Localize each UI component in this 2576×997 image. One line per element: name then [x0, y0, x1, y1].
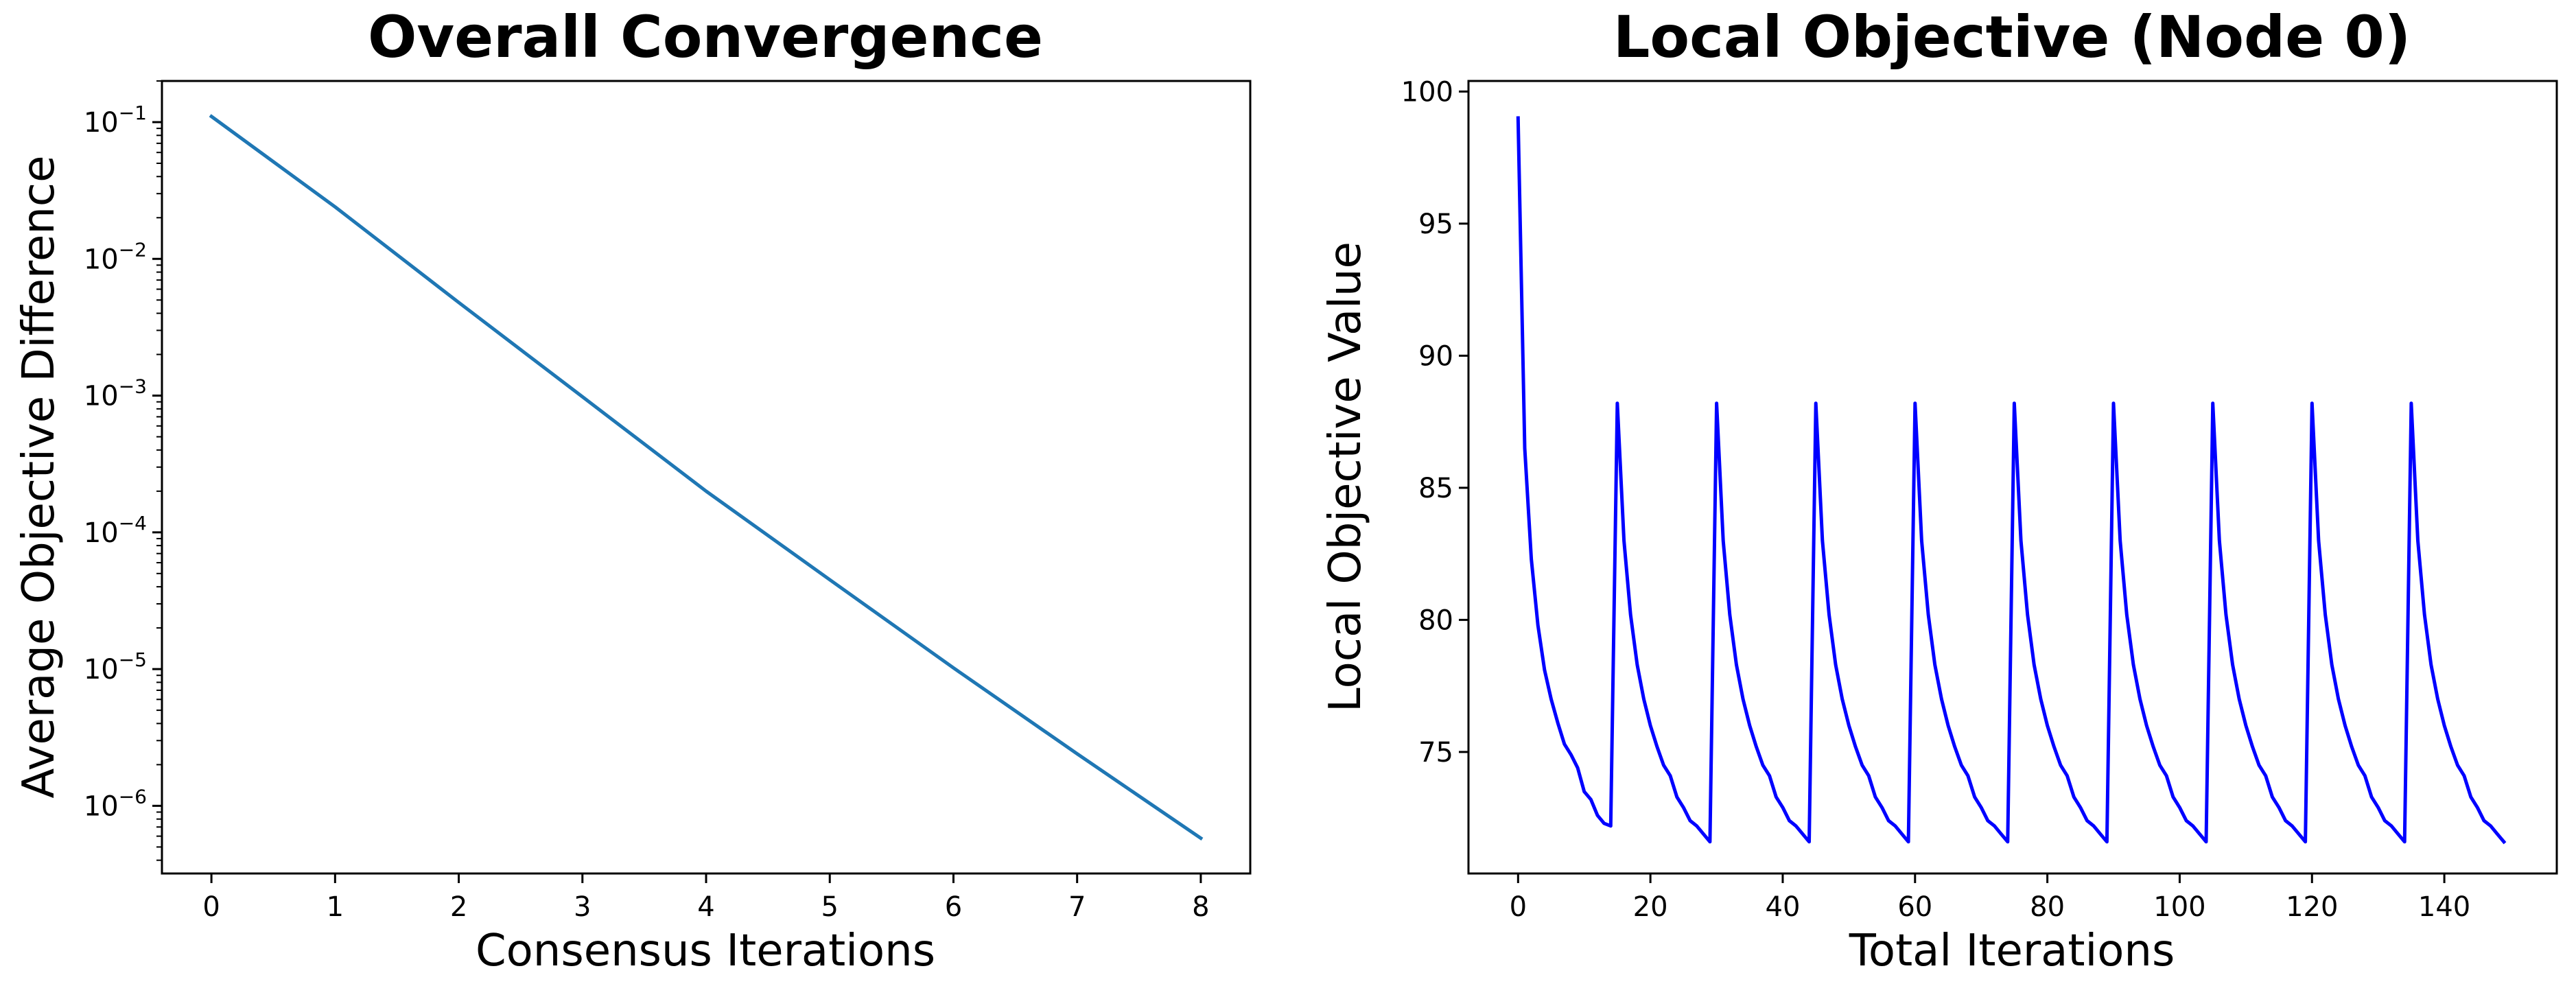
y-tick-label: 95	[1418, 209, 1453, 240]
x-tick-label: 140	[2418, 891, 2470, 923]
series-line	[1516, 116, 2507, 845]
chart-overall-convergence: Overall Convergence 0 1 2 3 4 5 6 7 8 10−6 10−5 10−…	[14, 3, 1252, 976]
x-tick-label: 2	[450, 891, 467, 923]
y-tick-label: 10−5	[84, 648, 147, 685]
y-tick-label: 90	[1418, 340, 1453, 372]
x-tick-label: 60	[1897, 891, 1932, 923]
plot-frame	[161, 80, 1252, 875]
x-tick-label: 5	[821, 891, 839, 923]
x-tick-label: 20	[1633, 891, 1668, 923]
x-tick-label: 1	[327, 891, 344, 923]
y-tick-label: 10−4	[84, 512, 147, 549]
x-tick-label: 100	[2153, 891, 2205, 923]
y-tick-label: 10−3	[84, 375, 147, 412]
y-tick-label: 10−6	[84, 785, 147, 822]
series-line	[209, 114, 1204, 841]
chart-title: Local Objective (Node 0)	[1613, 3, 2411, 71]
x-tick-label: 0	[202, 891, 220, 923]
x-axis-label: Total Iterations	[1849, 926, 2175, 976]
y-tick-label: 10−2	[84, 238, 147, 275]
y-tick-label: 85	[1418, 473, 1453, 504]
x-tick-label: 0	[1510, 891, 1527, 923]
x-tick-label: 4	[697, 891, 714, 923]
x-tick-label: 80	[2030, 891, 2065, 923]
x-tick-label: 6	[945, 891, 962, 923]
x-tick-label: 40	[1766, 891, 1801, 923]
plot-frame	[1467, 80, 2558, 875]
chart-local-objective: Local Objective (Node 0) 0 20 40 60 80 100 120…	[1320, 3, 2558, 976]
y-tick-label: 10−1	[84, 102, 147, 139]
x-axis-label: Consensus Iterations	[476, 926, 935, 976]
x-tick-label: 8	[1192, 891, 1209, 923]
y-tick-label: 75	[1418, 737, 1453, 769]
y-tick-label: 100	[1401, 76, 1453, 108]
y-axis-label: Average Objective Difference	[14, 156, 65, 799]
y-axis-label: Local Objective Value	[1320, 242, 1371, 712]
x-tick-label: 3	[574, 891, 591, 923]
chart-title: Overall Convergence	[368, 3, 1043, 71]
x-tick-label: 120	[2286, 891, 2338, 923]
y-tick-label: 80	[1418, 605, 1453, 636]
x-tick-label: 7	[1068, 891, 1086, 923]
